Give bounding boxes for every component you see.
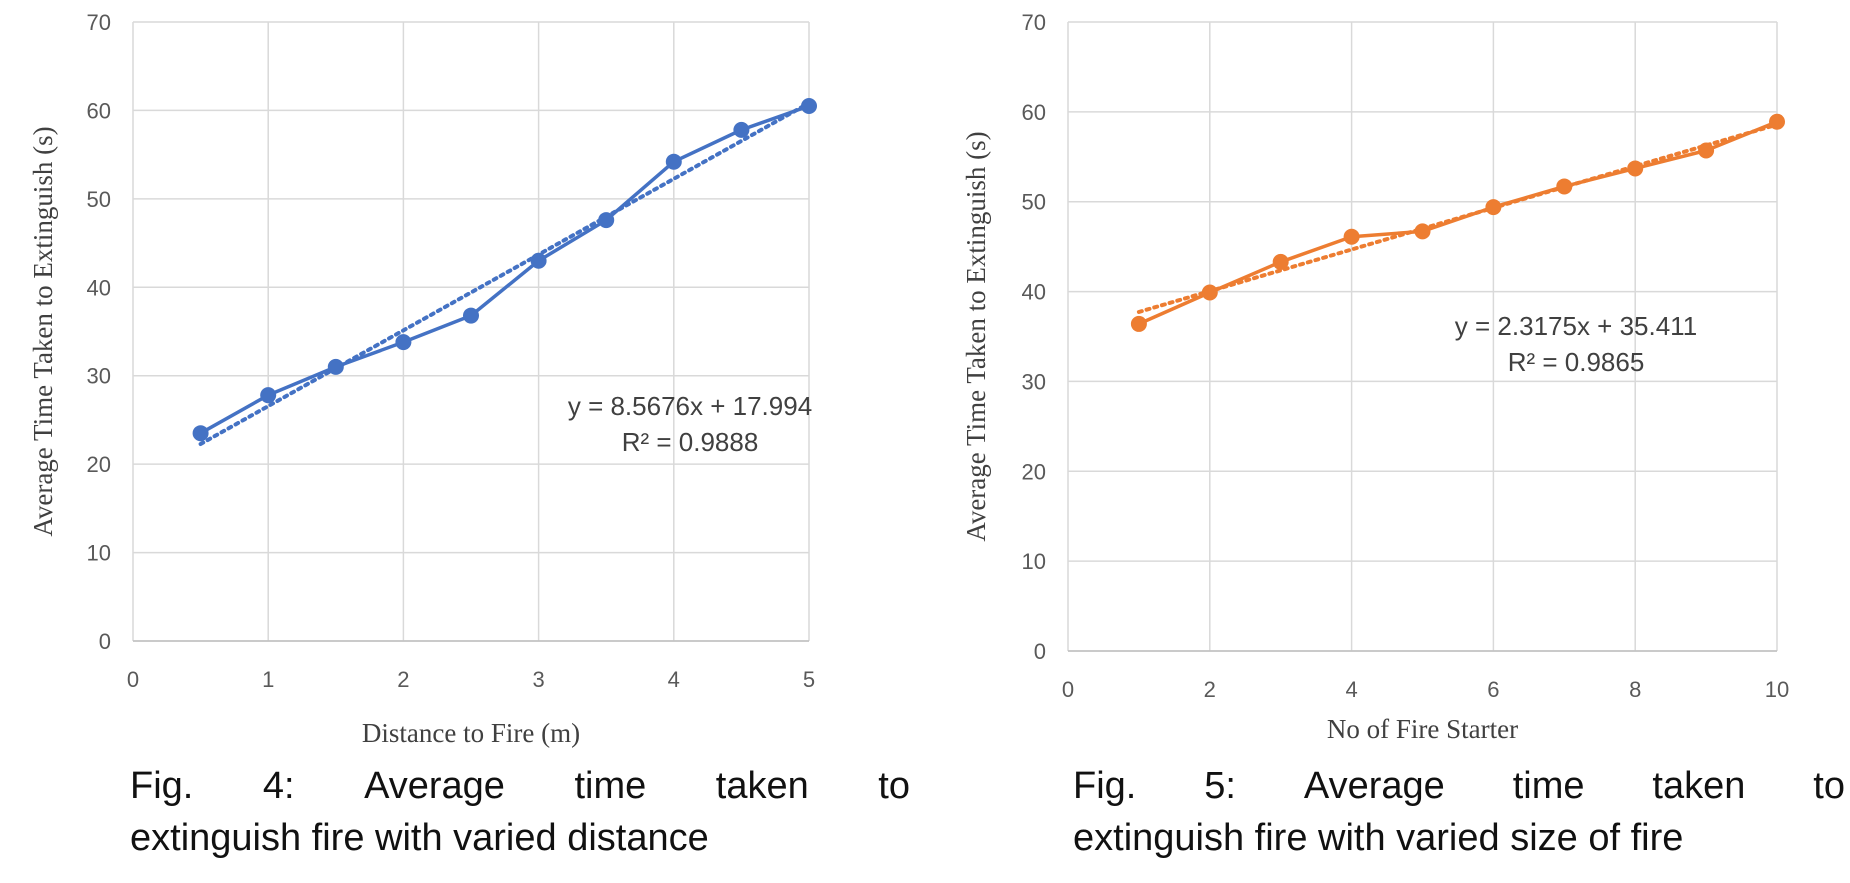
caption-word: to — [1813, 765, 1845, 807]
data-point — [598, 212, 615, 229]
y-tick-label: 30 — [87, 364, 111, 389]
y-axis-title: Average Time Taken to Extinguish (s) — [961, 131, 991, 541]
x-axis-title: No of Fire Starter — [1327, 714, 1518, 744]
trendline-equation: y = 8.5676x + 17.994 — [568, 391, 812, 421]
x-tick-label: 4 — [668, 667, 680, 692]
y-tick-label: 0 — [1034, 639, 1046, 664]
x-tick-label: 2 — [1204, 677, 1216, 702]
caption-word: taken — [1652, 765, 1746, 807]
y-tick-label: 70 — [87, 10, 111, 35]
x-tick-label: 0 — [127, 667, 139, 692]
caption-word: Fig. — [1073, 765, 1137, 807]
data-point — [1414, 223, 1431, 240]
caption-word: 4: — [262, 765, 295, 807]
data-point — [192, 425, 209, 442]
caption-word: time — [1512, 765, 1585, 807]
data-point — [1485, 199, 1502, 216]
data-point — [1130, 315, 1147, 332]
figure-caption-4: Fig. 4: Average time taken to extinguish… — [130, 760, 910, 864]
data-point — [1698, 142, 1715, 159]
x-tick-label: 0 — [1062, 677, 1074, 702]
caption-word: taken — [715, 765, 809, 807]
y-tick-label: 70 — [1022, 10, 1046, 35]
x-tick-label: 6 — [1487, 677, 1499, 702]
y-tick-label: 10 — [1022, 549, 1046, 574]
data-point — [733, 121, 750, 138]
caption-word: Fig. — [130, 765, 194, 807]
caption-word: time — [574, 765, 647, 807]
data-point — [1201, 284, 1218, 301]
data-point — [801, 98, 817, 115]
trendline — [198, 101, 811, 447]
y-tick-label: 50 — [87, 187, 111, 212]
y-tick-label: 40 — [87, 275, 111, 300]
trendline-equation: R² = 0.9888 — [622, 427, 759, 457]
y-tick-label: 0 — [99, 629, 111, 654]
y-tick-label: 20 — [1022, 459, 1046, 484]
data-point — [1627, 160, 1644, 177]
data-point — [327, 358, 344, 375]
y-axis-title: Average Time Taken to Extinguish (s) — [28, 126, 58, 536]
data-point — [395, 334, 412, 351]
data-point — [665, 153, 682, 170]
caption-word: Average — [364, 765, 505, 807]
y-tick-label: 60 — [87, 98, 111, 123]
series-line — [1138, 120, 1778, 326]
x-tick-label: 5 — [803, 667, 815, 692]
chart-fire-starters: 0 2 4 6 8 10 0 10 20 30 40 50 60 70 Average Time Taken… — [961, 10, 1789, 744]
y-tick-label: 20 — [87, 452, 111, 477]
trendline-equation: y = 2.3175x + 35.411 — [1455, 311, 1697, 341]
x-tick-label: 4 — [1345, 677, 1357, 702]
data-point — [1343, 228, 1360, 245]
figure-caption-5: Fig. 5: Average time taken to extinguish… — [1073, 760, 1845, 864]
data-point — [1556, 178, 1573, 195]
y-tick-label: 50 — [1022, 190, 1046, 215]
y-tick-label: 60 — [1022, 100, 1046, 125]
caption-word: 5: — [1204, 765, 1236, 807]
x-axis-title: Distance to Fire (m) — [362, 718, 580, 748]
series-line — [199, 104, 810, 435]
x-tick-label: 1 — [262, 667, 274, 692]
data-point — [463, 307, 479, 324]
trendline-equation: R² = 0.9865 — [1508, 347, 1645, 377]
y-tick-label: 40 — [1022, 280, 1046, 305]
caption-line: extinguish fire with varied distance — [130, 817, 709, 859]
y-tick-label: 10 — [87, 541, 111, 566]
caption-word: Average — [1303, 765, 1445, 807]
data-point — [260, 387, 277, 404]
y-tick-label: 30 — [1022, 369, 1046, 394]
caption-line: extinguish fire with varied size of fire — [1073, 817, 1684, 859]
x-tick-label: 2 — [397, 667, 409, 692]
data-point — [1272, 253, 1289, 270]
data-point — [1769, 113, 1785, 130]
caption-word: to — [878, 765, 910, 807]
x-tick-label: 3 — [532, 667, 544, 692]
x-tick-label: 10 — [1765, 677, 1789, 702]
data-point — [530, 252, 547, 269]
x-tick-label: 8 — [1629, 677, 1641, 702]
